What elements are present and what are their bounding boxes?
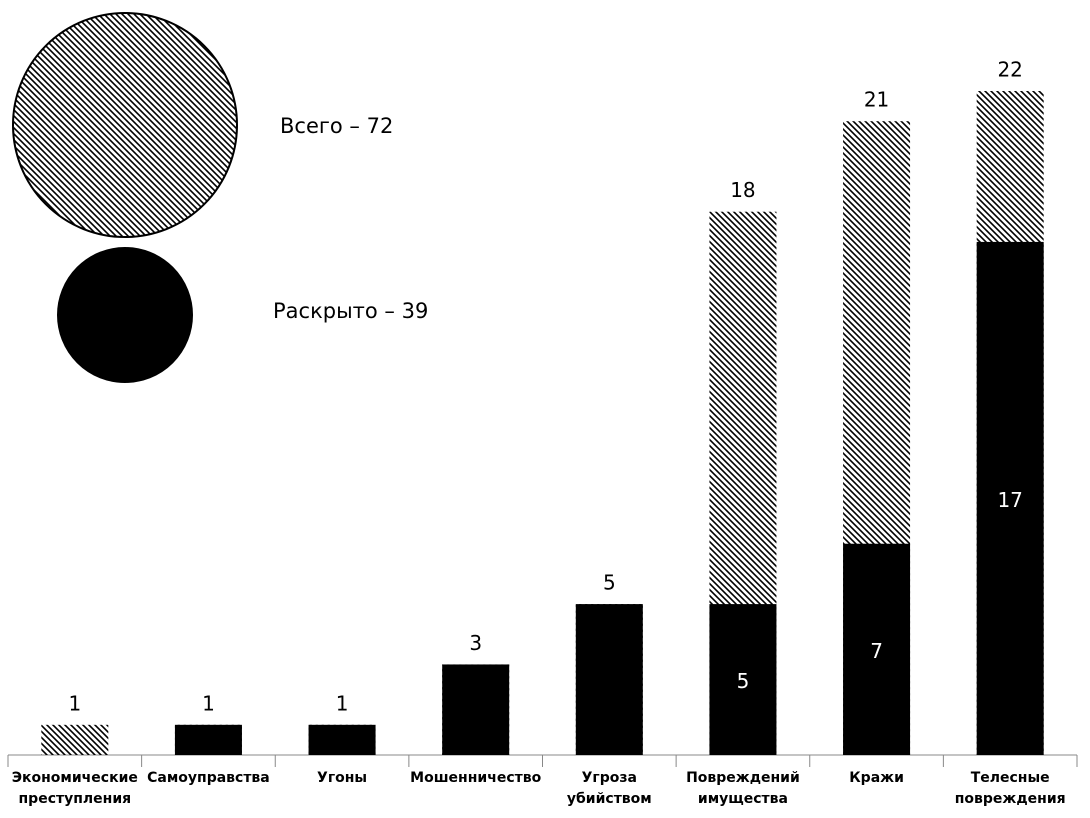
x-tick-label: Угоны (317, 770, 368, 786)
data-label: 22 (997, 58, 1022, 82)
legend-marker (57, 247, 193, 383)
bar (709, 604, 777, 755)
x-tick-label: Угроза убийством (566, 770, 652, 807)
data-label: 3 (469, 631, 482, 655)
bar (843, 543, 911, 755)
data-label: 1 (68, 691, 81, 715)
bar (442, 664, 510, 755)
data-label: 7 (870, 639, 883, 663)
x-tick-label: Экономические преступления (11, 770, 138, 807)
data-label: 18 (730, 178, 755, 202)
bar (41, 724, 109, 755)
legend-label: Всего – 72 (280, 114, 393, 138)
legend-label: Раскрыто – 39 (273, 299, 428, 323)
x-tick-label: Мошенничество (410, 770, 542, 786)
bar (575, 604, 643, 755)
data-label: 1 (202, 691, 215, 715)
data-label: 1 (336, 691, 349, 715)
x-tick-label: Телесные повреждения (954, 770, 1066, 807)
data-label: 5 (737, 669, 750, 693)
data-label: 5 (603, 571, 616, 595)
bar (308, 724, 376, 755)
data-label: 21 (864, 88, 889, 112)
x-tick-label: Повреждений имущества (686, 770, 800, 807)
x-tick-label: Кражи (849, 770, 904, 786)
legend-marker (12, 12, 238, 238)
bar (976, 241, 1044, 756)
x-tick-label: Самоуправства (147, 770, 270, 786)
data-label: 17 (997, 488, 1022, 512)
bar (174, 724, 242, 755)
